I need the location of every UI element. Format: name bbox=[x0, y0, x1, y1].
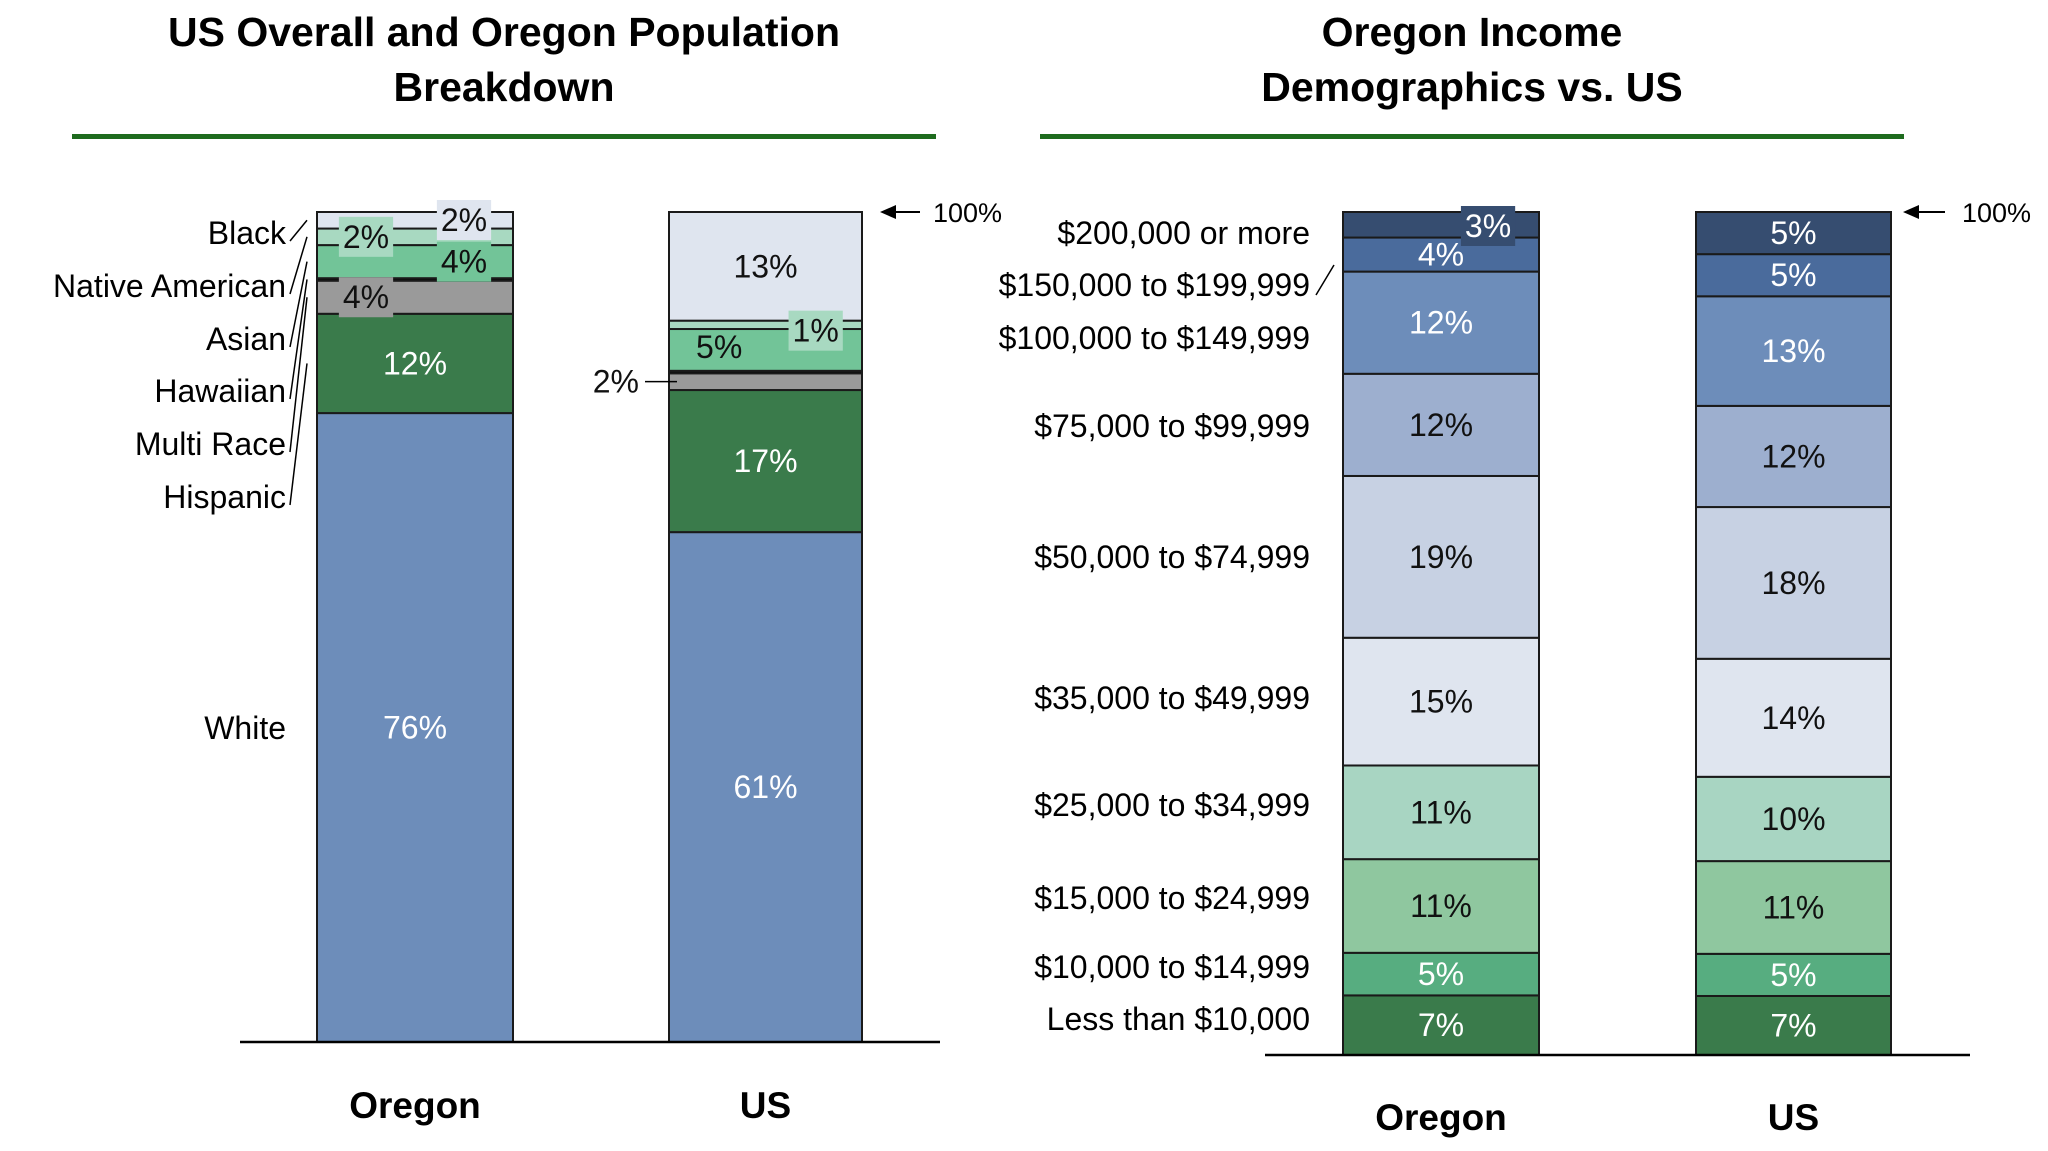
value-label-us-50-000-to-74-999: 18% bbox=[1761, 565, 1825, 601]
series-label-25-000-to-34-999: $25,000 to $34,999 bbox=[1034, 787, 1310, 823]
series-label-white: White bbox=[204, 710, 286, 746]
value-label-oregon-50-000-to-74-999: 19% bbox=[1409, 539, 1473, 575]
value-label-oregon-less-than-10-000: 7% bbox=[1418, 1007, 1464, 1043]
value-label-us-white: 61% bbox=[733, 769, 797, 805]
series-label-10-000-to-14-999: $10,000 to $14,999 bbox=[1034, 949, 1310, 985]
value-label-oregon-15-000-to-24-999: 11% bbox=[1410, 888, 1472, 924]
right-title-line1: Oregon Income bbox=[1321, 9, 1623, 55]
value-label-oregon-black: 2% bbox=[441, 202, 487, 238]
bar-us-25-000-to-34-999 bbox=[1695, 775, 1892, 863]
series-label-asian: Asian bbox=[206, 321, 286, 357]
leader-line-asian bbox=[289, 261, 308, 348]
bar-us-100-000-to-149-999 bbox=[1695, 295, 1892, 407]
right-chart-title: Oregon Income Demographics vs. US bbox=[1040, 5, 1904, 115]
value-label-oregon-multi-race: 4% bbox=[343, 279, 389, 315]
series-label-100-000-to-149-999: $100,000 to $149,999 bbox=[999, 320, 1310, 356]
value-label-us-200-000-or-more: 5% bbox=[1770, 215, 1816, 251]
series-label-75-000-to-99-999: $75,000 to $99,999 bbox=[1034, 408, 1310, 444]
bar-oregon-25-000-to-34-999 bbox=[1342, 764, 1540, 861]
value-label-us-35-000-to-49-999: 14% bbox=[1761, 700, 1825, 736]
series-label-50-000-to-74-999: $50,000 to $74,999 bbox=[1034, 539, 1310, 575]
bar-oregon-75-000-to-99-999 bbox=[1342, 372, 1540, 477]
left-chart-title: US Overall and Oregon Population Breakdo… bbox=[72, 5, 936, 115]
bar-us-200-000-or-more bbox=[1695, 211, 1892, 256]
value-label-bg bbox=[338, 277, 394, 318]
value-label-oregon-hispanic: 12% bbox=[383, 345, 447, 381]
right-title-line2: Demographics vs. US bbox=[1261, 64, 1683, 110]
value-label-oregon-25-000-to-34-999: 11% bbox=[1410, 794, 1472, 830]
series-label-200-000-or-more: $200,000 or more bbox=[1057, 215, 1310, 251]
category-label-us: US bbox=[740, 1085, 791, 1126]
bar-us-multi-race bbox=[668, 372, 863, 392]
bar-oregon-white bbox=[316, 412, 514, 1043]
bar-us-10-000-to-14-999 bbox=[1695, 952, 1892, 997]
series-label-35-000-to-49-999: $35,000 to $49,999 bbox=[1034, 680, 1310, 716]
value-label-oregon-asian: 4% bbox=[441, 244, 487, 280]
value-label-oregon-white: 76% bbox=[383, 710, 447, 746]
arrow-left-icon-0 bbox=[880, 205, 896, 219]
value-label-us-100-000-to-149-999: 13% bbox=[1761, 333, 1825, 369]
value-label-oregon-native-american: 2% bbox=[343, 219, 389, 255]
leader-line-150k bbox=[1315, 264, 1335, 296]
category-label-oregon: Oregon bbox=[349, 1085, 481, 1126]
value-label-bg bbox=[436, 241, 492, 282]
series-label-hawaiian: Hawaiian bbox=[154, 373, 286, 409]
bar-oregon-100-000-to-149-999 bbox=[1342, 270, 1540, 375]
left-title-line2: Breakdown bbox=[393, 64, 615, 110]
value-label-bg bbox=[788, 310, 843, 351]
bar-oregon-hispanic bbox=[316, 312, 514, 415]
series-label-15-000-to-24-999: $15,000 to $24,999 bbox=[1034, 880, 1310, 916]
value-label-us-150-000-to-199-999: 5% bbox=[1770, 257, 1816, 293]
series-label-native-american: Native American bbox=[53, 268, 286, 304]
bar-oregon-10-000-to-14-999 bbox=[1342, 951, 1540, 997]
left-title-rule bbox=[72, 134, 936, 139]
value-label-bg bbox=[338, 216, 394, 257]
value-label-oregon-100-000-to-149-999: 12% bbox=[1409, 305, 1473, 341]
value-label-oregon-200-000-or-more: 3% bbox=[1465, 208, 1511, 244]
value-label-us-black: 13% bbox=[733, 248, 797, 284]
value-label-us-multi-race: 2% bbox=[593, 364, 639, 400]
arrow-left-icon-1 bbox=[1903, 205, 1919, 219]
series-label-less-than-10-000: Less than $10,000 bbox=[1047, 1001, 1310, 1037]
right-title-rule bbox=[1040, 134, 1904, 139]
leader-line-hawaiian bbox=[289, 279, 308, 400]
value-label-us-asian: 5% bbox=[696, 329, 742, 365]
left-title-line1: US Overall and Oregon Population bbox=[167, 9, 841, 55]
series-label-150-000-to-199-999: $150,000 to $199,999 bbox=[999, 267, 1310, 303]
series-label-hispanic: Hispanic bbox=[163, 479, 286, 515]
value-label-us-hispanic: 17% bbox=[733, 443, 797, 479]
bar-us-black bbox=[668, 211, 863, 322]
leader-line-black bbox=[289, 219, 308, 242]
value-label-us-15-000-to-24-999: 11% bbox=[1763, 889, 1825, 925]
value-label-bg bbox=[1460, 206, 1516, 246]
value-label-us-75-000-to-99-999: 12% bbox=[1761, 438, 1825, 474]
annotation-100-1: 100% bbox=[1962, 198, 2031, 228]
series-label-black: Black bbox=[208, 215, 287, 251]
series-label-multi-race: Multi Race bbox=[135, 426, 286, 462]
bar-us-white bbox=[668, 531, 863, 1043]
value-label-us-native-american: 1% bbox=[793, 313, 839, 349]
value-label-oregon-150-000-to-199-999: 4% bbox=[1418, 237, 1464, 273]
value-label-us-25-000-to-34-999: 10% bbox=[1761, 801, 1825, 837]
leader-line-multi-race bbox=[289, 297, 308, 453]
leader-line-native-american bbox=[289, 236, 308, 295]
bar-us-50-000-to-74-999 bbox=[1695, 506, 1892, 660]
category-label-us: US bbox=[1768, 1097, 1819, 1138]
leader-line-hispanic bbox=[289, 363, 308, 506]
value-label-bg bbox=[436, 200, 492, 240]
value-label-us-10-000-to-14-999: 5% bbox=[1770, 957, 1816, 993]
value-label-us-less-than-10-000: 7% bbox=[1770, 1007, 1816, 1043]
bar-oregon-less-than-10-000 bbox=[1342, 994, 1540, 1056]
value-label-oregon-35-000-to-49-999: 15% bbox=[1409, 684, 1473, 720]
category-label-oregon: Oregon bbox=[1375, 1097, 1507, 1138]
bar-oregon-50-000-to-74-999 bbox=[1342, 474, 1540, 639]
bar-oregon-35-000-to-49-999 bbox=[1342, 636, 1540, 767]
value-label-oregon-75-000-to-99-999: 12% bbox=[1409, 407, 1473, 443]
annotation-100-0: 100% bbox=[933, 198, 1002, 228]
bar-us-15-000-to-24-999 bbox=[1695, 860, 1892, 955]
value-label-oregon-10-000-to-14-999: 5% bbox=[1418, 956, 1464, 992]
bar-oregon-15-000-to-24-999 bbox=[1342, 858, 1540, 954]
